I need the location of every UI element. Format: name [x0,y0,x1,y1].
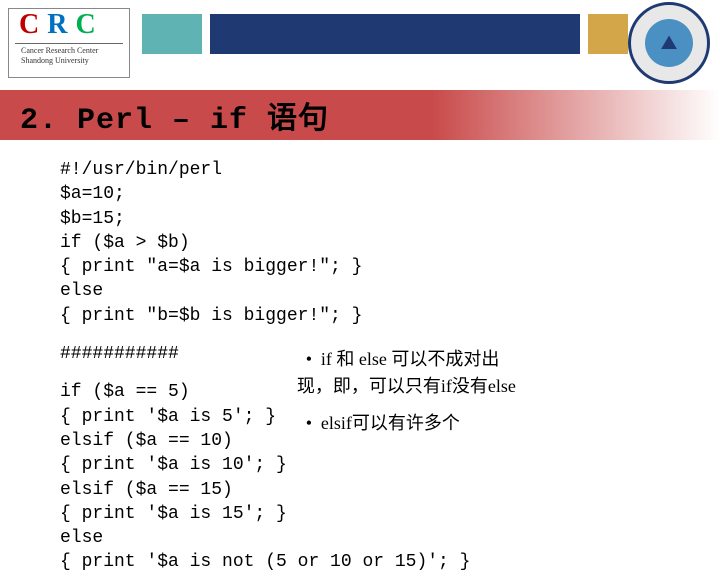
logo-sub-line2: Shandong University [21,56,89,65]
note-item-1: • if 和 else 可以不成对出 [297,346,516,373]
crc-logo-letters: CRC [9,9,129,39]
header-stripe-navy [210,14,580,54]
code-block-2b: { print '$a is not (5 or 10 or 15)'; } [60,550,690,574]
crc-logo: CRC Cancer Research Center Shandong Univ… [8,8,130,78]
logo-sub-line1: Cancer Research Center [21,46,98,55]
logo-letter-r: R [47,9,75,40]
note2-text: elsif可以有许多个 [321,410,460,437]
bullet-icon: • [297,346,321,373]
note1-line2: 现，即，可以只有if没有else [297,373,516,400]
logo-letter-c2: C [75,9,103,40]
logo-letter-c1: C [19,9,47,40]
notes: • if 和 else 可以不成对出 现，即，可以只有if没有else • el… [297,346,516,437]
hash-divider: ########### [60,342,287,366]
slide-content: #!/usr/bin/perl $a=10; $b=15; if ($a > $… [0,140,720,585]
slide-header: CRC Cancer Research Center Shandong Univ… [0,0,720,90]
header-stripe-teal [142,14,202,54]
note-item-2: • elsif可以有许多个 [297,410,516,437]
code-block-2a: if ($a == 5) { print '$a is 5'; } elsif … [60,380,287,550]
header-stripe-gold [588,14,628,54]
university-emblem: ⛰ [628,2,710,84]
emblem-icon: ⛰ [645,19,693,67]
bullet-icon: • [297,410,321,437]
title-bar: 2. Perl – if 语句 [0,90,720,140]
logo-subtitle: Cancer Research Center Shandong Universi… [15,43,123,65]
slide-title: 2. Perl – if 语句 [20,93,329,138]
note1-line1: if 和 else 可以不成对出 [321,349,499,369]
code-block-1: #!/usr/bin/perl $a=10; $b=15; if ($a > $… [60,158,690,328]
